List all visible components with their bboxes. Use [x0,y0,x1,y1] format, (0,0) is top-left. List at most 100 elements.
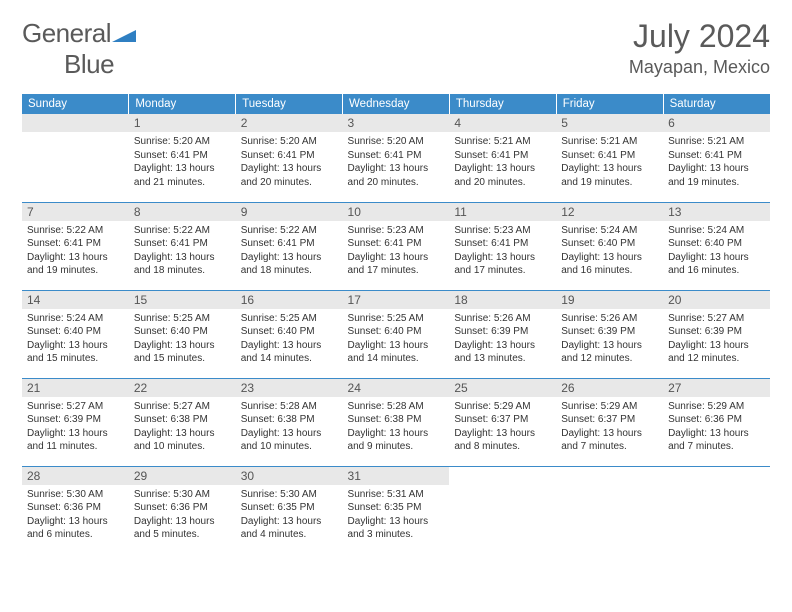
sunrise-line: Sunrise: 5:30 AM [27,488,124,502]
day-number: 31 [343,467,450,485]
day-number: 11 [449,203,556,221]
calendar-day-cell: 16Sunrise: 5:25 AMSunset: 6:40 PMDayligh… [236,290,343,378]
daylight-line: Daylight: 13 hours and 20 minutes. [241,162,338,189]
sunset-line: Sunset: 6:38 PM [241,413,338,427]
daylight-line: Daylight: 13 hours and 16 minutes. [668,251,765,278]
sunrise-line: Sunrise: 5:21 AM [561,135,658,149]
calendar-day-cell [449,466,556,554]
calendar-day-cell: 2Sunrise: 5:20 AMSunset: 6:41 PMDaylight… [236,114,343,202]
sunset-line: Sunset: 6:41 PM [348,149,445,163]
sunset-line: Sunset: 6:41 PM [668,149,765,163]
day-number: 22 [129,379,236,397]
day-number: 3 [343,114,450,132]
weekday-header: Friday [556,94,663,114]
day-number: 28 [22,467,129,485]
sunset-line: Sunset: 6:37 PM [561,413,658,427]
sunrise-line: Sunrise: 5:21 AM [668,135,765,149]
daylight-line: Daylight: 13 hours and 13 minutes. [454,339,551,366]
sunrise-line: Sunrise: 5:21 AM [454,135,551,149]
daylight-line: Daylight: 13 hours and 5 minutes. [134,515,231,542]
sunrise-line: Sunrise: 5:25 AM [241,312,338,326]
location-label: Mayapan, Mexico [629,57,770,78]
daylight-line: Daylight: 13 hours and 17 minutes. [348,251,445,278]
sunset-line: Sunset: 6:39 PM [454,325,551,339]
day-number: 13 [663,203,770,221]
sunset-line: Sunset: 6:37 PM [454,413,551,427]
sunrise-line: Sunrise: 5:20 AM [241,135,338,149]
sunset-line: Sunset: 6:41 PM [241,237,338,251]
sunrise-line: Sunrise: 5:27 AM [27,400,124,414]
calendar-day-cell [663,466,770,554]
sunset-line: Sunset: 6:41 PM [134,237,231,251]
calendar-day-cell: 1Sunrise: 5:20 AMSunset: 6:41 PMDaylight… [129,114,236,202]
sunrise-line: Sunrise: 5:22 AM [241,224,338,238]
day-number: 24 [343,379,450,397]
sunrise-line: Sunrise: 5:28 AM [348,400,445,414]
daylight-line: Daylight: 13 hours and 18 minutes. [134,251,231,278]
calendar-day-cell: 31Sunrise: 5:31 AMSunset: 6:35 PMDayligh… [343,466,450,554]
sunrise-line: Sunrise: 5:29 AM [561,400,658,414]
month-title: July 2024 [629,18,770,55]
calendar-day-cell: 18 Sunrise: 5:26 AMSunset: 6:39 PMDayligh… [449,290,556,378]
day-number: 17 [343,291,450,309]
day-number: 9 [236,203,343,221]
calendar-day-cell: 9Sunrise: 5:22 AMSunset: 6:41 PMDaylight… [236,202,343,290]
calendar-day-cell: 29Sunrise: 5:30 AMSunset: 6:36 PMDayligh… [129,466,236,554]
daylight-line: Daylight: 13 hours and 19 minutes. [668,162,765,189]
sunrise-line: Sunrise: 5:22 AM [27,224,124,238]
weekday-header: Thursday [449,94,556,114]
calendar-day-cell [22,114,129,202]
title-block: July 2024 Mayapan, Mexico [629,18,770,78]
calendar-day-cell: 27Sunrise: 5:29 AMSunset: 6:36 PMDayligh… [663,378,770,466]
daylight-line: Daylight: 13 hours and 20 minutes. [454,162,551,189]
day-number: 8 [129,203,236,221]
logo-word-1: General [22,18,111,48]
logo-text: General Blue [22,18,136,80]
calendar-week-row: 7Sunrise: 5:22 AMSunset: 6:41 PMDaylight… [22,202,770,290]
sunrise-line: Sunrise: 5:28 AM [241,400,338,414]
sunrise-line: Sunrise: 5:25 AM [348,312,445,326]
sunset-line: Sunset: 6:39 PM [668,325,765,339]
sunrise-line: Sunrise: 5:30 AM [134,488,231,502]
calendar-day-cell: 25Sunrise: 5:29 AMSunset: 6:37 PMDayligh… [449,378,556,466]
calendar-day-cell: 5Sunrise: 5:21 AMSunset: 6:41 PMDaylight… [556,114,663,202]
day-number: 21 [22,379,129,397]
day-number: 16 [236,291,343,309]
calendar-day-cell: 26Sunrise: 5:29 AMSunset: 6:37 PMDayligh… [556,378,663,466]
sunset-line: Sunset: 6:38 PM [348,413,445,427]
calendar-day-cell: 14Sunrise: 5:24 AMSunset: 6:40 PMDayligh… [22,290,129,378]
sunset-line: Sunset: 6:41 PM [454,237,551,251]
day-number: 18 [449,291,556,309]
sunset-line: Sunset: 6:36 PM [668,413,765,427]
daylight-line: Daylight: 13 hours and 19 minutes. [27,251,124,278]
sunrise-line: Sunrise: 5:24 AM [561,224,658,238]
sunrise-line: Sunrise: 5:27 AM [668,312,765,326]
sunrise-line: Sunrise: 5:20 AM [348,135,445,149]
sunset-line: Sunset: 6:41 PM [134,149,231,163]
calendar-day-cell: 10Sunrise: 5:23 AMSunset: 6:41 PMDayligh… [343,202,450,290]
day-number: 29 [129,467,236,485]
day-number: 12 [556,203,663,221]
sunrise-line: Sunrise: 5:26 AM [454,312,551,326]
sunrise-line: Sunrise: 5:26 AM [561,312,658,326]
day-number: 14 [22,291,129,309]
logo: General Blue [22,18,136,80]
daylight-line: Daylight: 13 hours and 21 minutes. [134,162,231,189]
calendar-week-row: 14Sunrise: 5:24 AMSunset: 6:40 PMDayligh… [22,290,770,378]
header: General Blue July 2024 Mayapan, Mexico [22,18,770,80]
calendar-day-cell: 22Sunrise: 5:27 AMSunset: 6:38 PMDayligh… [129,378,236,466]
calendar-day-cell: 6Sunrise: 5:21 AMSunset: 6:41 PMDaylight… [663,114,770,202]
calendar-table: SundayMondayTuesdayWednesdayThursdayFrid… [22,94,770,554]
sunset-line: Sunset: 6:40 PM [241,325,338,339]
calendar-day-cell: 4Sunrise: 5:21 AMSunset: 6:41 PMDaylight… [449,114,556,202]
sunset-line: Sunset: 6:39 PM [27,413,124,427]
sunset-line: Sunset: 6:38 PM [134,413,231,427]
day-number: 23 [236,379,343,397]
sunset-line: Sunset: 6:40 PM [668,237,765,251]
day-number: 19 [556,291,663,309]
calendar-day-cell [556,466,663,554]
weekday-header: Tuesday [236,94,343,114]
sunset-line: Sunset: 6:41 PM [241,149,338,163]
sunset-line: Sunset: 6:41 PM [561,149,658,163]
daylight-line: Daylight: 13 hours and 17 minutes. [454,251,551,278]
